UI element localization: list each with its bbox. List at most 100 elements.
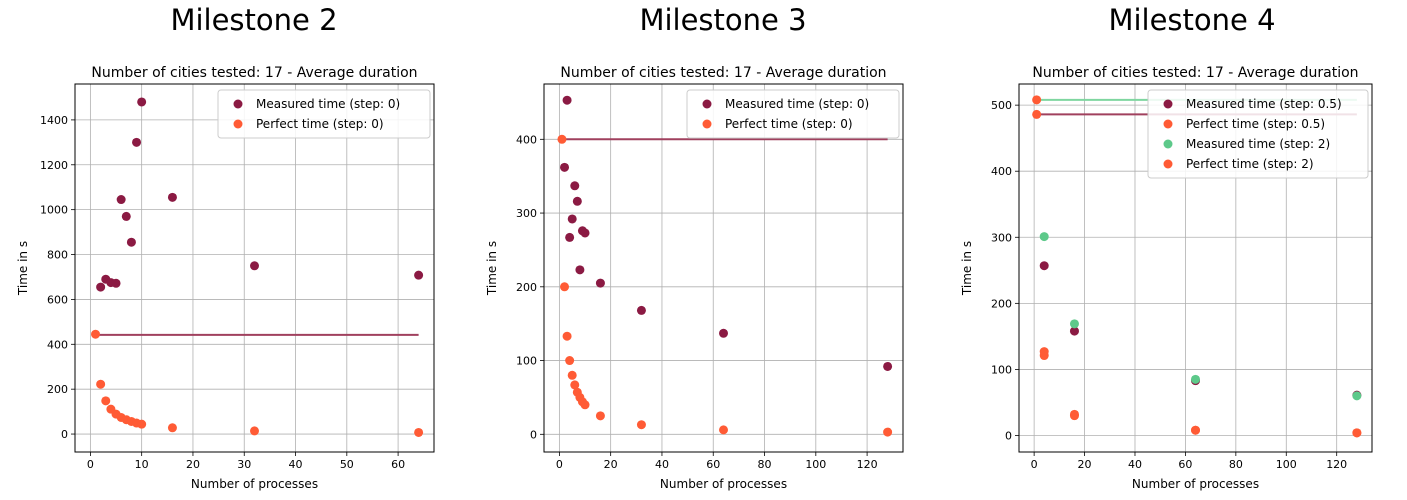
data-point <box>414 270 424 280</box>
y-axis-label: Time in s <box>960 241 974 296</box>
y-tick-label: 200 <box>516 281 537 294</box>
data-point <box>1069 326 1079 336</box>
legend: Measured time (step: 0) Perfect time (ste… <box>217 89 431 139</box>
data-point <box>1039 347 1049 357</box>
y-tick-label: 400 <box>516 133 537 146</box>
legend-label: Measured time (step: 0.5) <box>1186 97 1342 111</box>
data-point <box>137 97 147 107</box>
data-point <box>91 329 101 339</box>
plot-frame <box>543 83 904 453</box>
x-tick-label: 100 <box>805 458 826 471</box>
y-tick-label: 500 <box>991 99 1012 112</box>
legend-box <box>1147 89 1369 179</box>
data-point <box>1039 261 1049 271</box>
chart-title: Number of cities tested: 17 - Average du… <box>1032 65 1358 81</box>
milestone-heading: Milestone 3 <box>639 3 806 37</box>
data-point <box>1039 232 1049 242</box>
x-tick-label: 80 <box>1229 458 1243 471</box>
legend-label: Measured time (step: 0) <box>725 97 869 111</box>
data-point <box>250 426 259 436</box>
data-point <box>565 232 575 242</box>
data-point <box>1191 425 1200 435</box>
x-tick-label: 60 <box>1178 458 1192 471</box>
legend-marker <box>233 99 243 109</box>
legend-box <box>217 89 431 139</box>
data-point <box>567 370 577 380</box>
data-point <box>557 134 567 144</box>
x-tick-label: 0 <box>556 458 563 471</box>
y-tick-label: 600 <box>47 293 68 306</box>
data-point <box>883 427 893 437</box>
x-tick-label: 40 <box>655 458 669 471</box>
chart-panel-milestone-2: Milestone 2 Number of cities tested: 17 -… <box>0 0 469 500</box>
x-tick-label: 100 <box>1276 458 1297 471</box>
series-1-points <box>1039 261 1362 400</box>
data-point <box>636 420 646 430</box>
y-tick-label: 1400 <box>40 114 68 127</box>
data-point <box>562 331 572 341</box>
data-point <box>719 328 728 338</box>
chart-title: Number of cities tested: 17 - Average du… <box>560 65 886 81</box>
legend-marker <box>233 119 243 129</box>
y-tick-label: 400 <box>991 165 1012 178</box>
data-point <box>132 137 142 147</box>
data-point <box>121 211 131 221</box>
data-point <box>570 181 580 191</box>
data-point <box>719 425 728 435</box>
data-point <box>562 95 572 105</box>
y-tick-label: 300 <box>991 231 1012 244</box>
data-point <box>560 162 570 172</box>
x-tick-label: 20 <box>186 458 200 471</box>
data-point <box>1032 109 1042 119</box>
legend-marker <box>1163 99 1173 109</box>
data-point <box>101 396 111 406</box>
chart-panel-milestone-4: Milestone 4 Number of cities tested: 17 -… <box>938 0 1407 500</box>
chart-panel-milestone-3: Milestone 3 Number of cities tested: 17 -… <box>469 0 938 500</box>
chart-svg-milestone-4: Milestone 4 Number of cities tested: 17 -… <box>960 3 1373 491</box>
legend: Measured time (step: 0) Perfect time (ste… <box>686 89 900 139</box>
legend-marker <box>1163 119 1173 129</box>
legend: Measured time (step: 0.5) Perfect time (s… <box>1147 89 1369 179</box>
data-point <box>572 196 582 206</box>
x-tick-label: 60 <box>706 458 720 471</box>
data-point <box>111 278 121 288</box>
x-tick-label: 40 <box>1128 458 1142 471</box>
legend-label: Perfect time (step: 0.5) <box>1186 117 1325 131</box>
x-tick-label: 20 <box>604 458 618 471</box>
x-tick-label: 60 <box>391 458 405 471</box>
legend-box <box>686 89 900 139</box>
y-tick-label: 0 <box>61 428 68 441</box>
legend-marker <box>1163 159 1173 169</box>
legend-label: Measured time (step: 0) <box>256 97 400 111</box>
data-point <box>575 265 585 275</box>
x-tick-label: 20 <box>1078 458 1092 471</box>
plot-frame <box>1018 83 1373 453</box>
y-tick-label: 0 <box>1005 429 1012 442</box>
y-tick-label: 200 <box>991 297 1012 310</box>
data-point <box>1069 319 1079 329</box>
data-point <box>250 261 259 271</box>
x-tick-label: 120 <box>857 458 878 471</box>
data-point <box>167 192 177 202</box>
data-point <box>1352 428 1362 438</box>
data-point <box>570 380 580 390</box>
x-axis-label: Number of processes <box>1132 477 1259 491</box>
legend-label: Measured time (step: 2) <box>1186 137 1330 151</box>
data-point <box>137 419 147 429</box>
data-point <box>126 237 136 247</box>
x-tick-label: 10 <box>135 458 149 471</box>
chart-svg-milestone-2: Milestone 2 Number of cities tested: 17 -… <box>16 3 435 491</box>
y-tick-label: 300 <box>516 207 537 220</box>
data-point <box>1191 374 1200 384</box>
legend-marker <box>702 99 712 109</box>
series-1-points <box>560 95 893 371</box>
chart-title: Number of cities tested: 17 - Average du… <box>91 65 417 81</box>
series-4-points <box>1032 95 1362 438</box>
data-point <box>167 423 177 433</box>
x-tick-label: 30 <box>237 458 251 471</box>
plot-frame <box>74 83 435 453</box>
data-point <box>567 214 577 224</box>
milestone-heading: Milestone 4 <box>1108 3 1275 37</box>
data-point <box>580 400 590 410</box>
